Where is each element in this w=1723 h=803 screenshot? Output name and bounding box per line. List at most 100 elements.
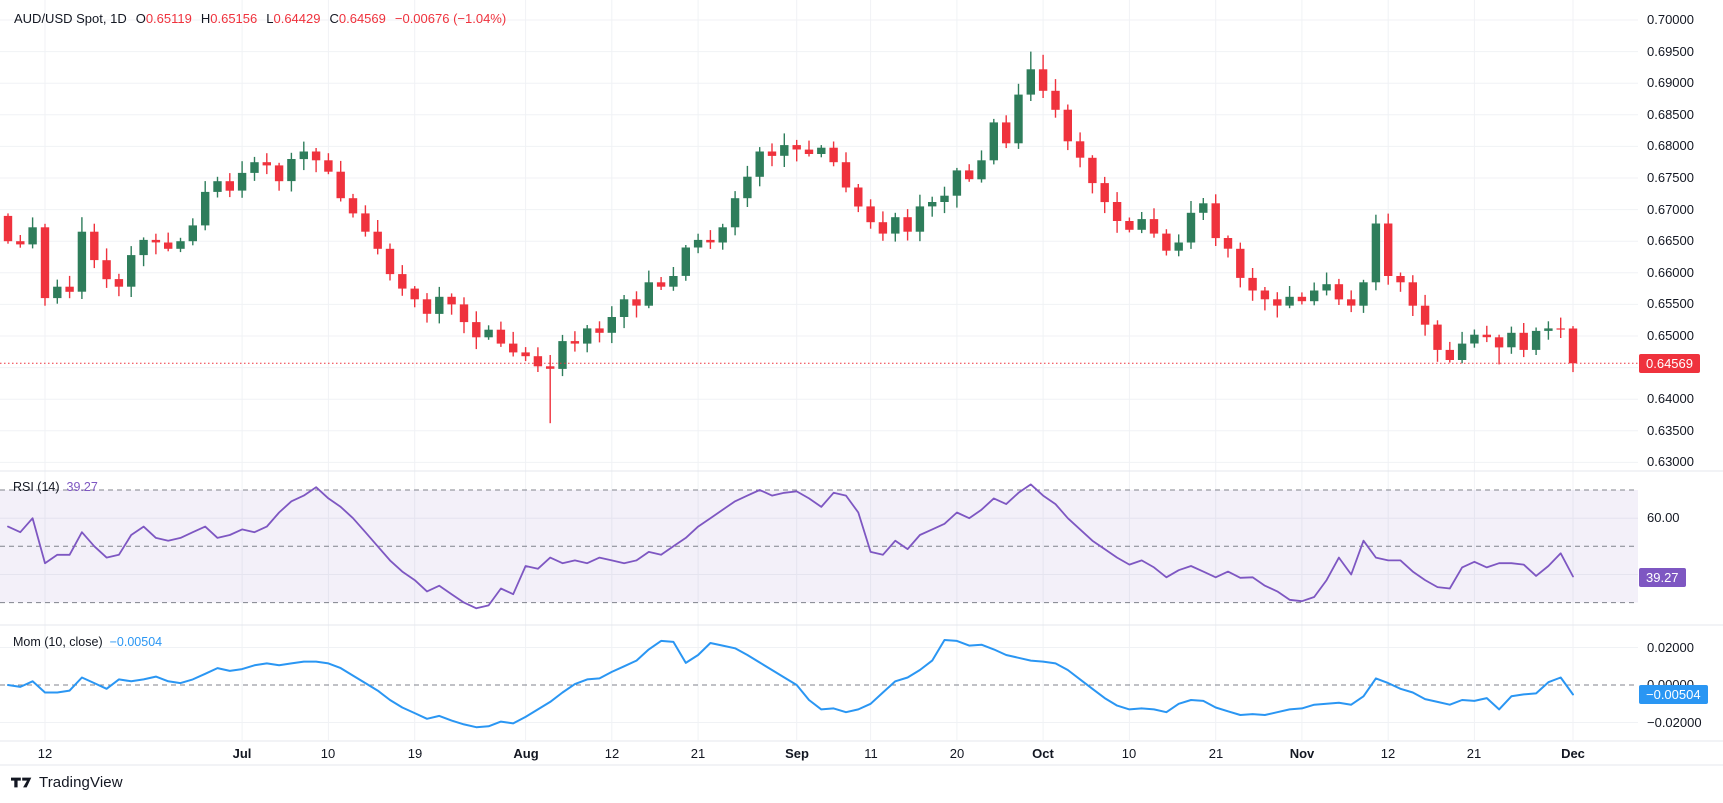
- candle-body: [1396, 276, 1405, 283]
- time-axis-label: 12: [604, 746, 620, 761]
- candle-body: [1162, 233, 1171, 251]
- rsi-axis-label: 60.00: [1647, 510, 1680, 525]
- candle-body: [977, 160, 986, 180]
- time-axis-label: 10: [1121, 746, 1137, 761]
- tradingview-logo-icon: [11, 777, 32, 788]
- candle-body: [361, 213, 370, 232]
- tradingview-attribution[interactable]: TradingView: [11, 774, 123, 791]
- candle-body: [644, 282, 653, 306]
- price-axis-label: 0.67000: [1647, 202, 1694, 217]
- time-axis-label: Dec: [1561, 746, 1585, 761]
- time-axis-label: Nov: [1289, 746, 1315, 761]
- rsi-legend-title: RSI (14): [13, 480, 60, 494]
- price-axis-label: 0.68500: [1647, 107, 1694, 122]
- price-axis-label: 0.68000: [1647, 138, 1694, 153]
- price-axis-label: 0.69000: [1647, 75, 1694, 90]
- ohlc-high: H0.65156: [200, 11, 258, 26]
- candle-body: [1322, 284, 1331, 291]
- time-axis-label: 21: [1466, 746, 1482, 761]
- candle-body: [718, 227, 727, 243]
- candle-body: [16, 241, 25, 245]
- candle-body: [669, 276, 678, 287]
- candle-body: [1002, 122, 1011, 144]
- candle-body: [139, 239, 148, 256]
- candle-body: [484, 329, 493, 338]
- candle-body: [1100, 183, 1109, 203]
- candle-body: [866, 206, 875, 223]
- rsi-legend[interactable]: RSI (14) 39.27: [13, 480, 98, 494]
- time-axis-label: Oct: [1032, 746, 1054, 761]
- candle-body: [940, 195, 949, 202]
- candle-body: [681, 247, 690, 276]
- candle-body: [1334, 284, 1344, 300]
- momentum-legend-title: Mom (10, close): [13, 635, 103, 649]
- candle-body: [262, 162, 271, 166]
- price-axis-label: 0.63500: [1647, 423, 1694, 438]
- candle-body: [706, 239, 715, 243]
- momentum-legend[interactable]: Mom (10, close) −0.00504: [13, 635, 162, 649]
- candle-body: [767, 151, 777, 156]
- candle-body: [176, 241, 185, 249]
- candle-body: [804, 149, 814, 154]
- candle-body: [792, 145, 801, 150]
- candle-body: [1433, 324, 1442, 350]
- candle-body: [1457, 343, 1467, 360]
- candle-body: [743, 176, 752, 199]
- momentum-axis-label: −0.02000: [1647, 715, 1702, 730]
- candle-body: [1556, 328, 1565, 330]
- candle-body: [780, 145, 789, 156]
- time-axis-label: Aug: [513, 746, 539, 761]
- candle-body: [1260, 290, 1270, 300]
- candle-body: [1051, 90, 1060, 110]
- ohlc-low: L0.64429: [266, 11, 321, 26]
- candle-body: [213, 181, 222, 192]
- candle-body: [1297, 296, 1307, 302]
- candle-body: [878, 222, 888, 234]
- candle-body: [1273, 299, 1282, 306]
- candle-body: [619, 299, 629, 317]
- momentum-legend-value: −0.00504: [109, 635, 163, 649]
- symbol-header[interactable]: AUD/USD Spot, 1D O0.65119 H0.65156 L0.64…: [14, 11, 506, 26]
- candle-body: [607, 317, 616, 333]
- candle-body: [114, 279, 124, 287]
- candle-body: [1137, 219, 1146, 230]
- candle-body: [693, 239, 703, 248]
- candle-body: [1125, 221, 1134, 230]
- candle-body: [583, 328, 592, 344]
- momentum-value-badge: −0.00504: [1639, 685, 1708, 704]
- momentum-line: [7, 639, 1574, 729]
- time-axis-label: 21: [690, 746, 706, 761]
- candle-body: [1359, 282, 1368, 306]
- tradingview-brand-text: TradingView: [39, 774, 123, 791]
- candle-body: [1371, 223, 1381, 283]
- candle-body: [595, 328, 604, 333]
- candle-body: [632, 299, 641, 306]
- candle-body: [1063, 109, 1072, 142]
- candle-body: [287, 159, 296, 182]
- price-axis-label: 0.63000: [1647, 454, 1694, 469]
- candle-body: [1408, 282, 1417, 306]
- candle-body: [891, 217, 900, 234]
- candle-body: [164, 242, 173, 249]
- candle-body: [1149, 219, 1159, 234]
- candle-body: [274, 165, 284, 182]
- candle-body: [755, 151, 764, 177]
- rsi-legend-value: 39.27: [66, 480, 98, 494]
- candle-body: [336, 171, 345, 199]
- candle-body: [201, 191, 210, 226]
- candle-body: [509, 343, 518, 353]
- candle-body: [928, 202, 937, 207]
- candle-body: [829, 147, 838, 163]
- candle-body: [1384, 223, 1393, 276]
- time-axis-label: 12: [1380, 746, 1396, 761]
- candle-body: [1310, 290, 1319, 302]
- momentum-axis-label: 0.02000: [1647, 640, 1694, 655]
- candle-body: [447, 296, 456, 305]
- candle-body: [496, 329, 506, 344]
- candle-body: [102, 260, 111, 280]
- price-change: −0.00676 (−1.04%): [394, 11, 507, 26]
- symbol-title: AUD/USD Spot, 1D: [14, 11, 127, 26]
- candle-body: [1531, 330, 1541, 350]
- candle-body: [1347, 299, 1356, 306]
